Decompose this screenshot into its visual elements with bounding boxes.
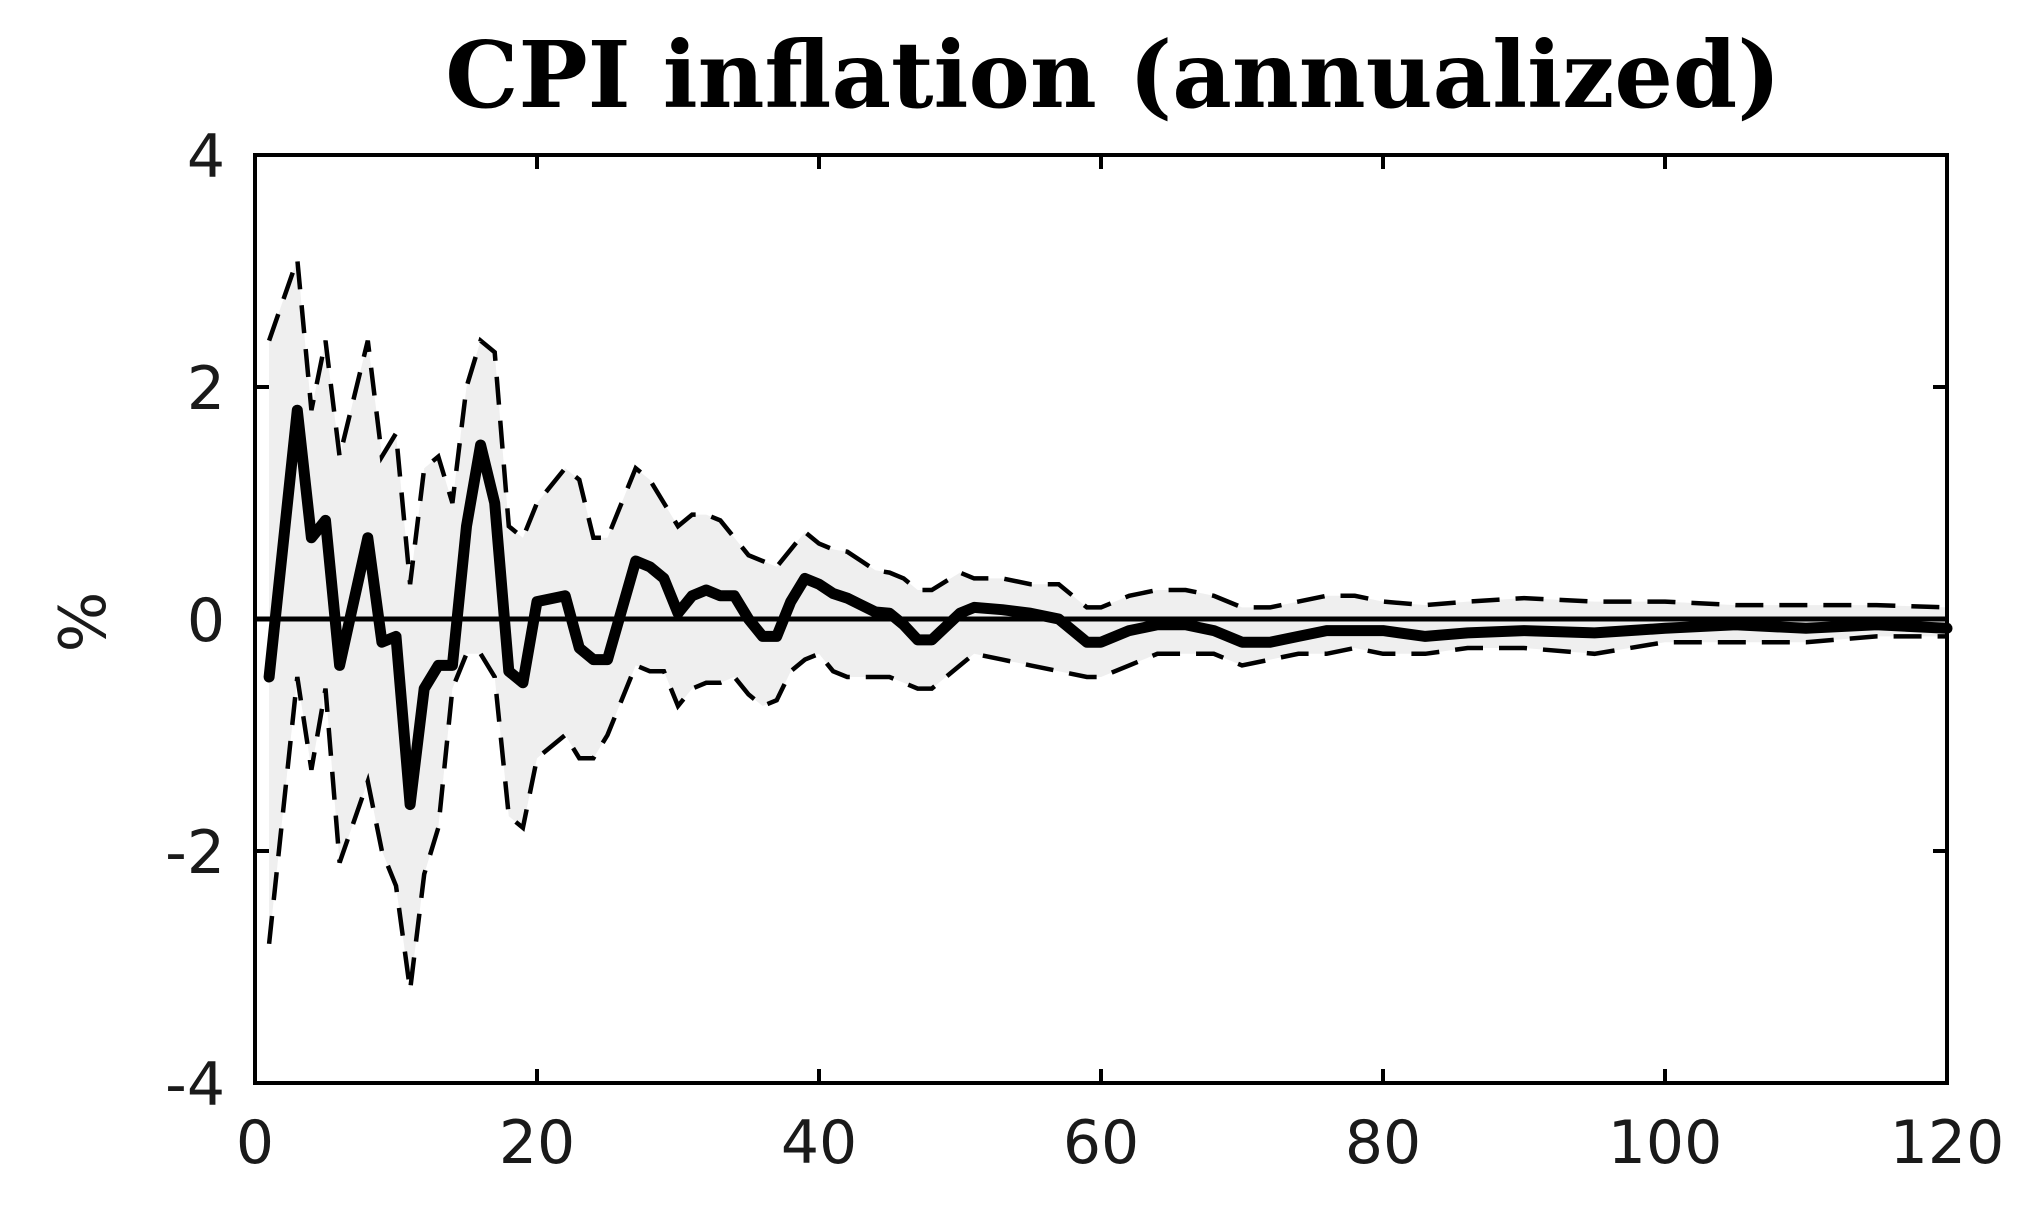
y-axis: -4 -2 0 2 4: [165, 122, 1947, 1120]
y-tick-label: -4: [165, 1050, 225, 1120]
plot-area: [253, 153, 1953, 1085]
lower-band-line: [266, 634, 1947, 991]
chart-title: CPI inflation (annualized): [445, 21, 1780, 129]
y-tick-label: -2: [165, 818, 225, 888]
confidence-band: [269, 259, 1948, 991]
x-tick-label: 20: [499, 1108, 575, 1178]
x-tick-label: 0: [236, 1108, 274, 1178]
median-line: [263, 404, 1953, 811]
y-tick-label: 2: [187, 354, 225, 424]
y-tick-label: 4: [187, 122, 225, 192]
x-tick-label: 100: [1608, 1108, 1723, 1178]
x-axis: 0 20 40 60 80 100 120: [236, 155, 2004, 1178]
x-tick-label: 60: [1063, 1108, 1139, 1178]
x-tick-label: 120: [1890, 1108, 2005, 1178]
x-tick-label: 80: [1345, 1108, 1421, 1178]
upper-band-line: [266, 258, 1948, 610]
y-axis-label: %: [47, 592, 121, 653]
x-tick-label: 40: [781, 1108, 857, 1178]
y-tick-label: 0: [187, 586, 225, 656]
